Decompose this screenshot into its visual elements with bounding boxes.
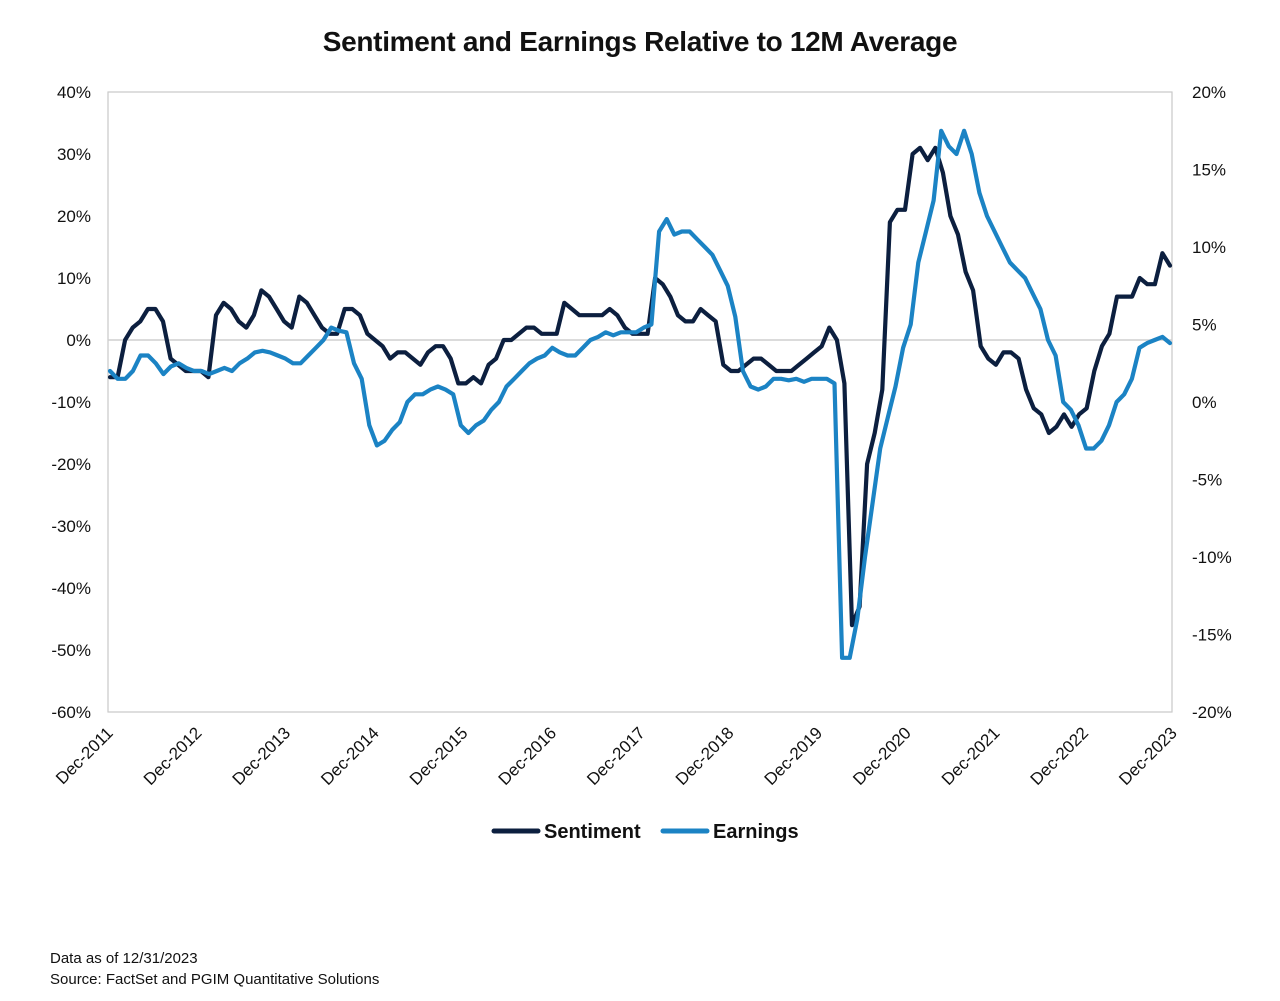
x-tick-label: Dec-2018 <box>672 723 738 789</box>
x-tick-label: Dec-2020 <box>849 723 915 789</box>
right-axis-ticks: 20% 15% 10% 5% 0% -5% -10% -15% -20% <box>1192 83 1232 722</box>
x-axis-ticks: Dec-2011 Dec-2012 Dec-2013 Dec-2014 Dec-2015… <box>52 723 1181 789</box>
right-tick-label: 10% <box>1192 238 1226 257</box>
data-as-of-note: Data as of 12/31/2023 <box>50 950 198 967</box>
x-tick-label: Dec-2012 <box>140 723 206 789</box>
left-tick-label: -50% <box>51 641 91 660</box>
x-tick-label: Dec-2019 <box>761 723 827 789</box>
x-tick-label: Dec-2022 <box>1027 723 1093 789</box>
x-tick-label: Dec-2017 <box>583 723 649 789</box>
left-tick-label: -40% <box>51 579 91 598</box>
left-tick-label: 40% <box>57 83 91 102</box>
x-tick-label: Dec-2014 <box>317 723 383 789</box>
legend: Sentiment Earnings <box>491 821 799 843</box>
source-note: Source: FactSet and PGIM Quantitative So… <box>50 971 380 988</box>
right-tick-label: -10% <box>1192 548 1232 567</box>
x-tick-label: Dec-2023 <box>1115 723 1181 789</box>
series-line-earnings <box>107 128 1173 660</box>
x-tick-label: Dec-2015 <box>406 723 472 789</box>
right-tick-label: 5% <box>1192 316 1217 335</box>
right-tick-label: -20% <box>1192 703 1232 722</box>
plot-frame <box>107 91 1173 713</box>
legend-label-earnings: Earnings <box>713 821 799 843</box>
x-tick-label: Dec-2011 <box>52 723 117 788</box>
left-axis-ticks: 40% 30% 20% 10% 0% -10% -20% -30% -40% -50% -60% <box>51 83 91 722</box>
legend-label-sentiment: Sentiment <box>544 821 641 843</box>
left-tick-label: -60% <box>51 703 91 722</box>
left-tick-label: 30% <box>57 145 91 164</box>
chart-title: Sentiment and Earnings Relative to 12M A… <box>322 26 958 57</box>
x-tick-label: Dec-2016 <box>495 723 561 789</box>
left-tick-label: -30% <box>51 517 91 536</box>
left-tick-label: 0% <box>66 331 91 350</box>
left-tick-label: -10% <box>51 393 91 412</box>
series-layer <box>107 128 1173 660</box>
left-tick-label: -20% <box>51 455 91 474</box>
right-tick-label: 20% <box>1192 83 1226 102</box>
x-tick-label: Dec-2013 <box>229 723 295 789</box>
left-tick-label: 10% <box>57 269 91 288</box>
right-tick-label: -5% <box>1192 471 1222 490</box>
footnotes: Data as of 12/31/2023 Source: FactSet an… <box>50 948 379 990</box>
right-tick-label: 15% <box>1192 161 1226 180</box>
series-line-sentiment <box>107 145 1173 628</box>
right-tick-label: 0% <box>1192 393 1217 412</box>
right-tick-label: -15% <box>1192 626 1232 645</box>
x-tick-label: Dec-2021 <box>938 723 1004 789</box>
left-tick-label: 20% <box>57 207 91 226</box>
